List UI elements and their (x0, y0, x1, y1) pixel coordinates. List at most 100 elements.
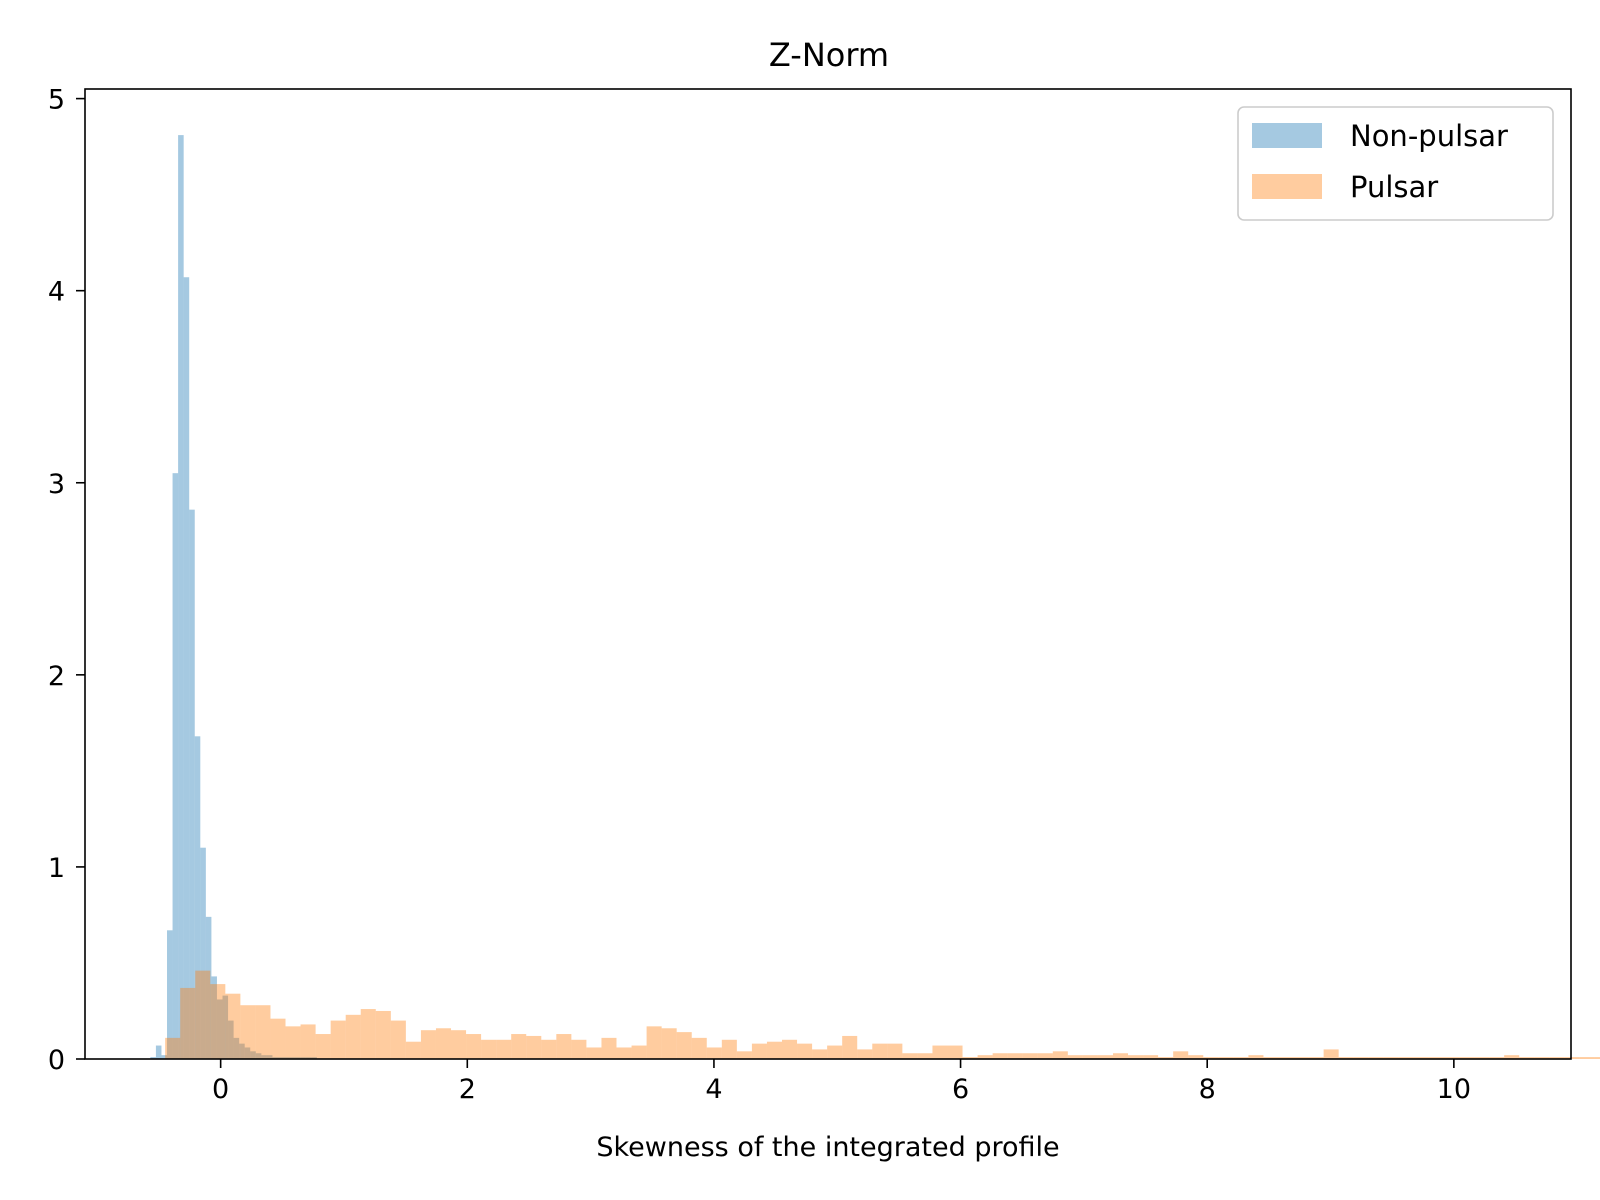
bar-pulsar (526, 1035, 542, 1059)
bar-pulsar (1519, 1057, 1535, 1059)
bar-non-pulsar (239, 1043, 245, 1059)
bar-pulsar (1489, 1057, 1505, 1059)
bar-pulsar (902, 1053, 918, 1059)
bar-pulsar (1022, 1053, 1038, 1059)
bar-pulsar (782, 1039, 798, 1059)
bar-pulsar (601, 1037, 617, 1059)
bar-pulsar (285, 1026, 301, 1059)
bar-non-pulsar (305, 1057, 312, 1059)
bar-non-pulsar (278, 1057, 284, 1059)
bar-pulsar (857, 1049, 873, 1059)
legend: Non-pulsar Pulsar (1237, 106, 1554, 221)
bar-pulsar (330, 1020, 346, 1059)
bar-pulsar (646, 1026, 662, 1059)
bar-pulsar (1443, 1057, 1460, 1059)
bar-non-pulsar (250, 1051, 256, 1059)
bar-non-pulsar (167, 930, 173, 1059)
bar-pulsar (766, 1041, 782, 1059)
bar-pulsar (541, 1039, 557, 1059)
ticks-layer: 0 2 4 6 8 10 0 1 2 3 4 5 (48, 85, 1471, 1105)
bar-pulsar (842, 1035, 858, 1059)
bar-pulsar (1173, 1051, 1189, 1059)
bar-non-pulsar (266, 1055, 273, 1059)
bar-pulsar (255, 1005, 271, 1059)
legend-swatch-non-pulsar (1252, 123, 1322, 148)
bar-pulsar (977, 1055, 993, 1059)
bar-pulsar (315, 1034, 331, 1059)
bar-pulsar (1263, 1057, 1279, 1059)
bar-pulsar (1097, 1055, 1113, 1059)
x-axis-label: Skewness of the integrated profile (596, 1132, 1059, 1163)
bar-pulsar (165, 1037, 181, 1059)
bar-pulsar (1293, 1057, 1309, 1059)
bars-layer (150, 135, 1600, 1060)
x-tick-label: 0 (212, 1074, 229, 1105)
bar-pulsar (496, 1039, 512, 1059)
bar-pulsar (240, 1005, 256, 1059)
bar-pulsar (1188, 1055, 1204, 1059)
bar-pulsar (1383, 1057, 1399, 1059)
bar-pulsar (1338, 1057, 1354, 1059)
bar-pulsar (435, 1028, 452, 1059)
bar-pulsar (721, 1039, 737, 1059)
bar-pulsar (390, 1020, 406, 1059)
y-tick-label: 2 (48, 661, 65, 692)
bar-pulsar (827, 1045, 843, 1059)
bar-pulsar (1594, 1057, 1600, 1059)
bar-pulsar (1052, 1051, 1068, 1059)
bar-pulsar (676, 1032, 692, 1059)
y-tick-label: 0 (48, 1045, 65, 1076)
bar-pulsar (1233, 1057, 1249, 1059)
x-tick-label: 6 (952, 1074, 969, 1105)
bar-non-pulsar (228, 1020, 234, 1059)
bar-pulsar (1278, 1057, 1294, 1059)
bar-pulsar (992, 1053, 1008, 1059)
legend-label-pulsar: Pulsar (1350, 170, 1438, 204)
y-tick-label: 5 (48, 85, 65, 116)
axes-frame (84, 88, 1572, 1060)
x-tick-label: 2 (459, 1074, 476, 1105)
bar-pulsar (1308, 1057, 1324, 1059)
bar-pulsar (345, 1014, 361, 1059)
bar-pulsar (1037, 1053, 1053, 1059)
bar-pulsar (1459, 1057, 1475, 1059)
bar-non-pulsar (300, 1057, 306, 1059)
bar-pulsar (1158, 1057, 1174, 1059)
y-tick-label: 4 (48, 277, 65, 308)
bar-pulsar (1474, 1057, 1490, 1059)
bar-pulsar (1504, 1055, 1520, 1059)
bar-pulsar (360, 1009, 376, 1059)
bar-pulsar (751, 1043, 767, 1059)
bar-non-pulsar (244, 1047, 251, 1059)
bar-non-pulsar (172, 473, 179, 1059)
bar-pulsar (1398, 1057, 1414, 1059)
bar-non-pulsar (222, 995, 229, 1059)
x-tick-label: 8 (1199, 1074, 1216, 1105)
bar-pulsar (405, 1041, 421, 1059)
bar-non-pulsar (283, 1057, 290, 1059)
bar-pulsar (1248, 1055, 1264, 1059)
bar-non-pulsar (150, 1057, 156, 1059)
bar-non-pulsar (289, 1057, 295, 1059)
bar-non-pulsar (161, 1055, 168, 1059)
bar-pulsar (451, 1030, 467, 1059)
bar-pulsar (210, 984, 226, 1059)
bar-pulsar (1007, 1053, 1023, 1059)
bar-non-pulsar (211, 976, 217, 1059)
bar-non-pulsar (311, 1057, 317, 1059)
bar-pulsar (1082, 1055, 1098, 1059)
bar-pulsar (1549, 1057, 1565, 1059)
bar-pulsar (1218, 1057, 1234, 1059)
bar-pulsar (706, 1047, 722, 1059)
legend-label-non-pulsar: Non-pulsar (1350, 119, 1508, 153)
bar-pulsar (375, 1010, 391, 1059)
bar-pulsar (481, 1039, 497, 1059)
bar-non-pulsar (261, 1055, 267, 1059)
bar-pulsar (962, 1057, 978, 1059)
bar-pulsar (1128, 1055, 1144, 1059)
bar-non-pulsar (194, 736, 201, 1059)
bar-pulsar (1579, 1057, 1595, 1059)
bar-non-pulsar (216, 999, 223, 1059)
bar-pulsar (812, 1049, 828, 1059)
bar-pulsar (661, 1028, 677, 1059)
